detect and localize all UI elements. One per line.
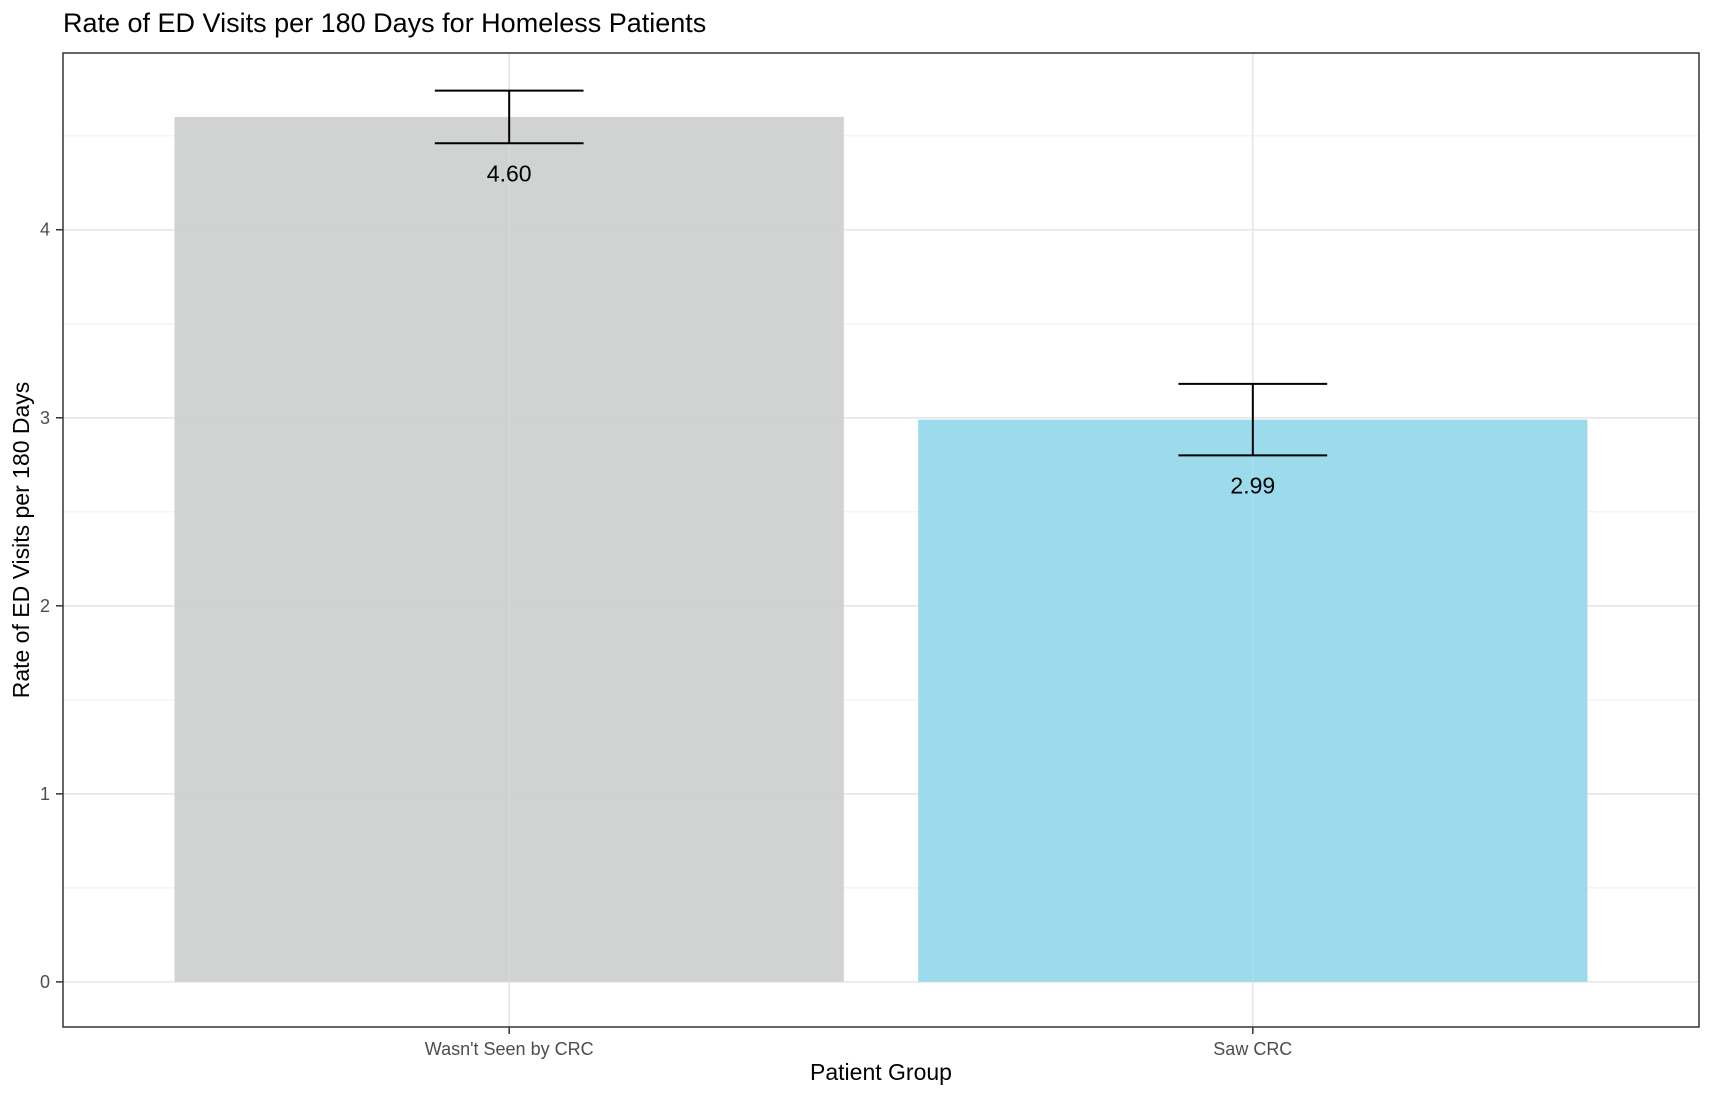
value-labels: 4.60 2.99 (487, 160, 1275, 498)
y-tick-label: 3 (40, 408, 50, 428)
x-tick-label: Wasn't Seen by CRC (425, 1039, 594, 1059)
chart-title: Rate of ED Visits per 180 Days for Homel… (63, 8, 706, 38)
x-axis-title: Patient Group (810, 1059, 952, 1085)
value-label: 4.60 (487, 160, 532, 186)
y-axis-title: Rate of ED Visits per 180 Days (8, 382, 34, 699)
y-tick-label: 0 (40, 972, 50, 992)
y-tick-label: 1 (40, 784, 50, 804)
bar (918, 419, 1588, 982)
y-axis: 0 1 2 3 4 (40, 220, 63, 992)
y-tick-label: 2 (40, 596, 50, 616)
x-tick-label: Saw CRC (1213, 1039, 1292, 1059)
bars (174, 116, 1588, 982)
y-tick-label: 4 (40, 220, 50, 240)
x-axis: Wasn't Seen by CRC Saw CRC (425, 1027, 1292, 1059)
bar (174, 116, 844, 982)
value-label: 2.99 (1230, 472, 1275, 498)
plot-border (62, 52, 1700, 1028)
error-bars (434, 89, 1328, 457)
